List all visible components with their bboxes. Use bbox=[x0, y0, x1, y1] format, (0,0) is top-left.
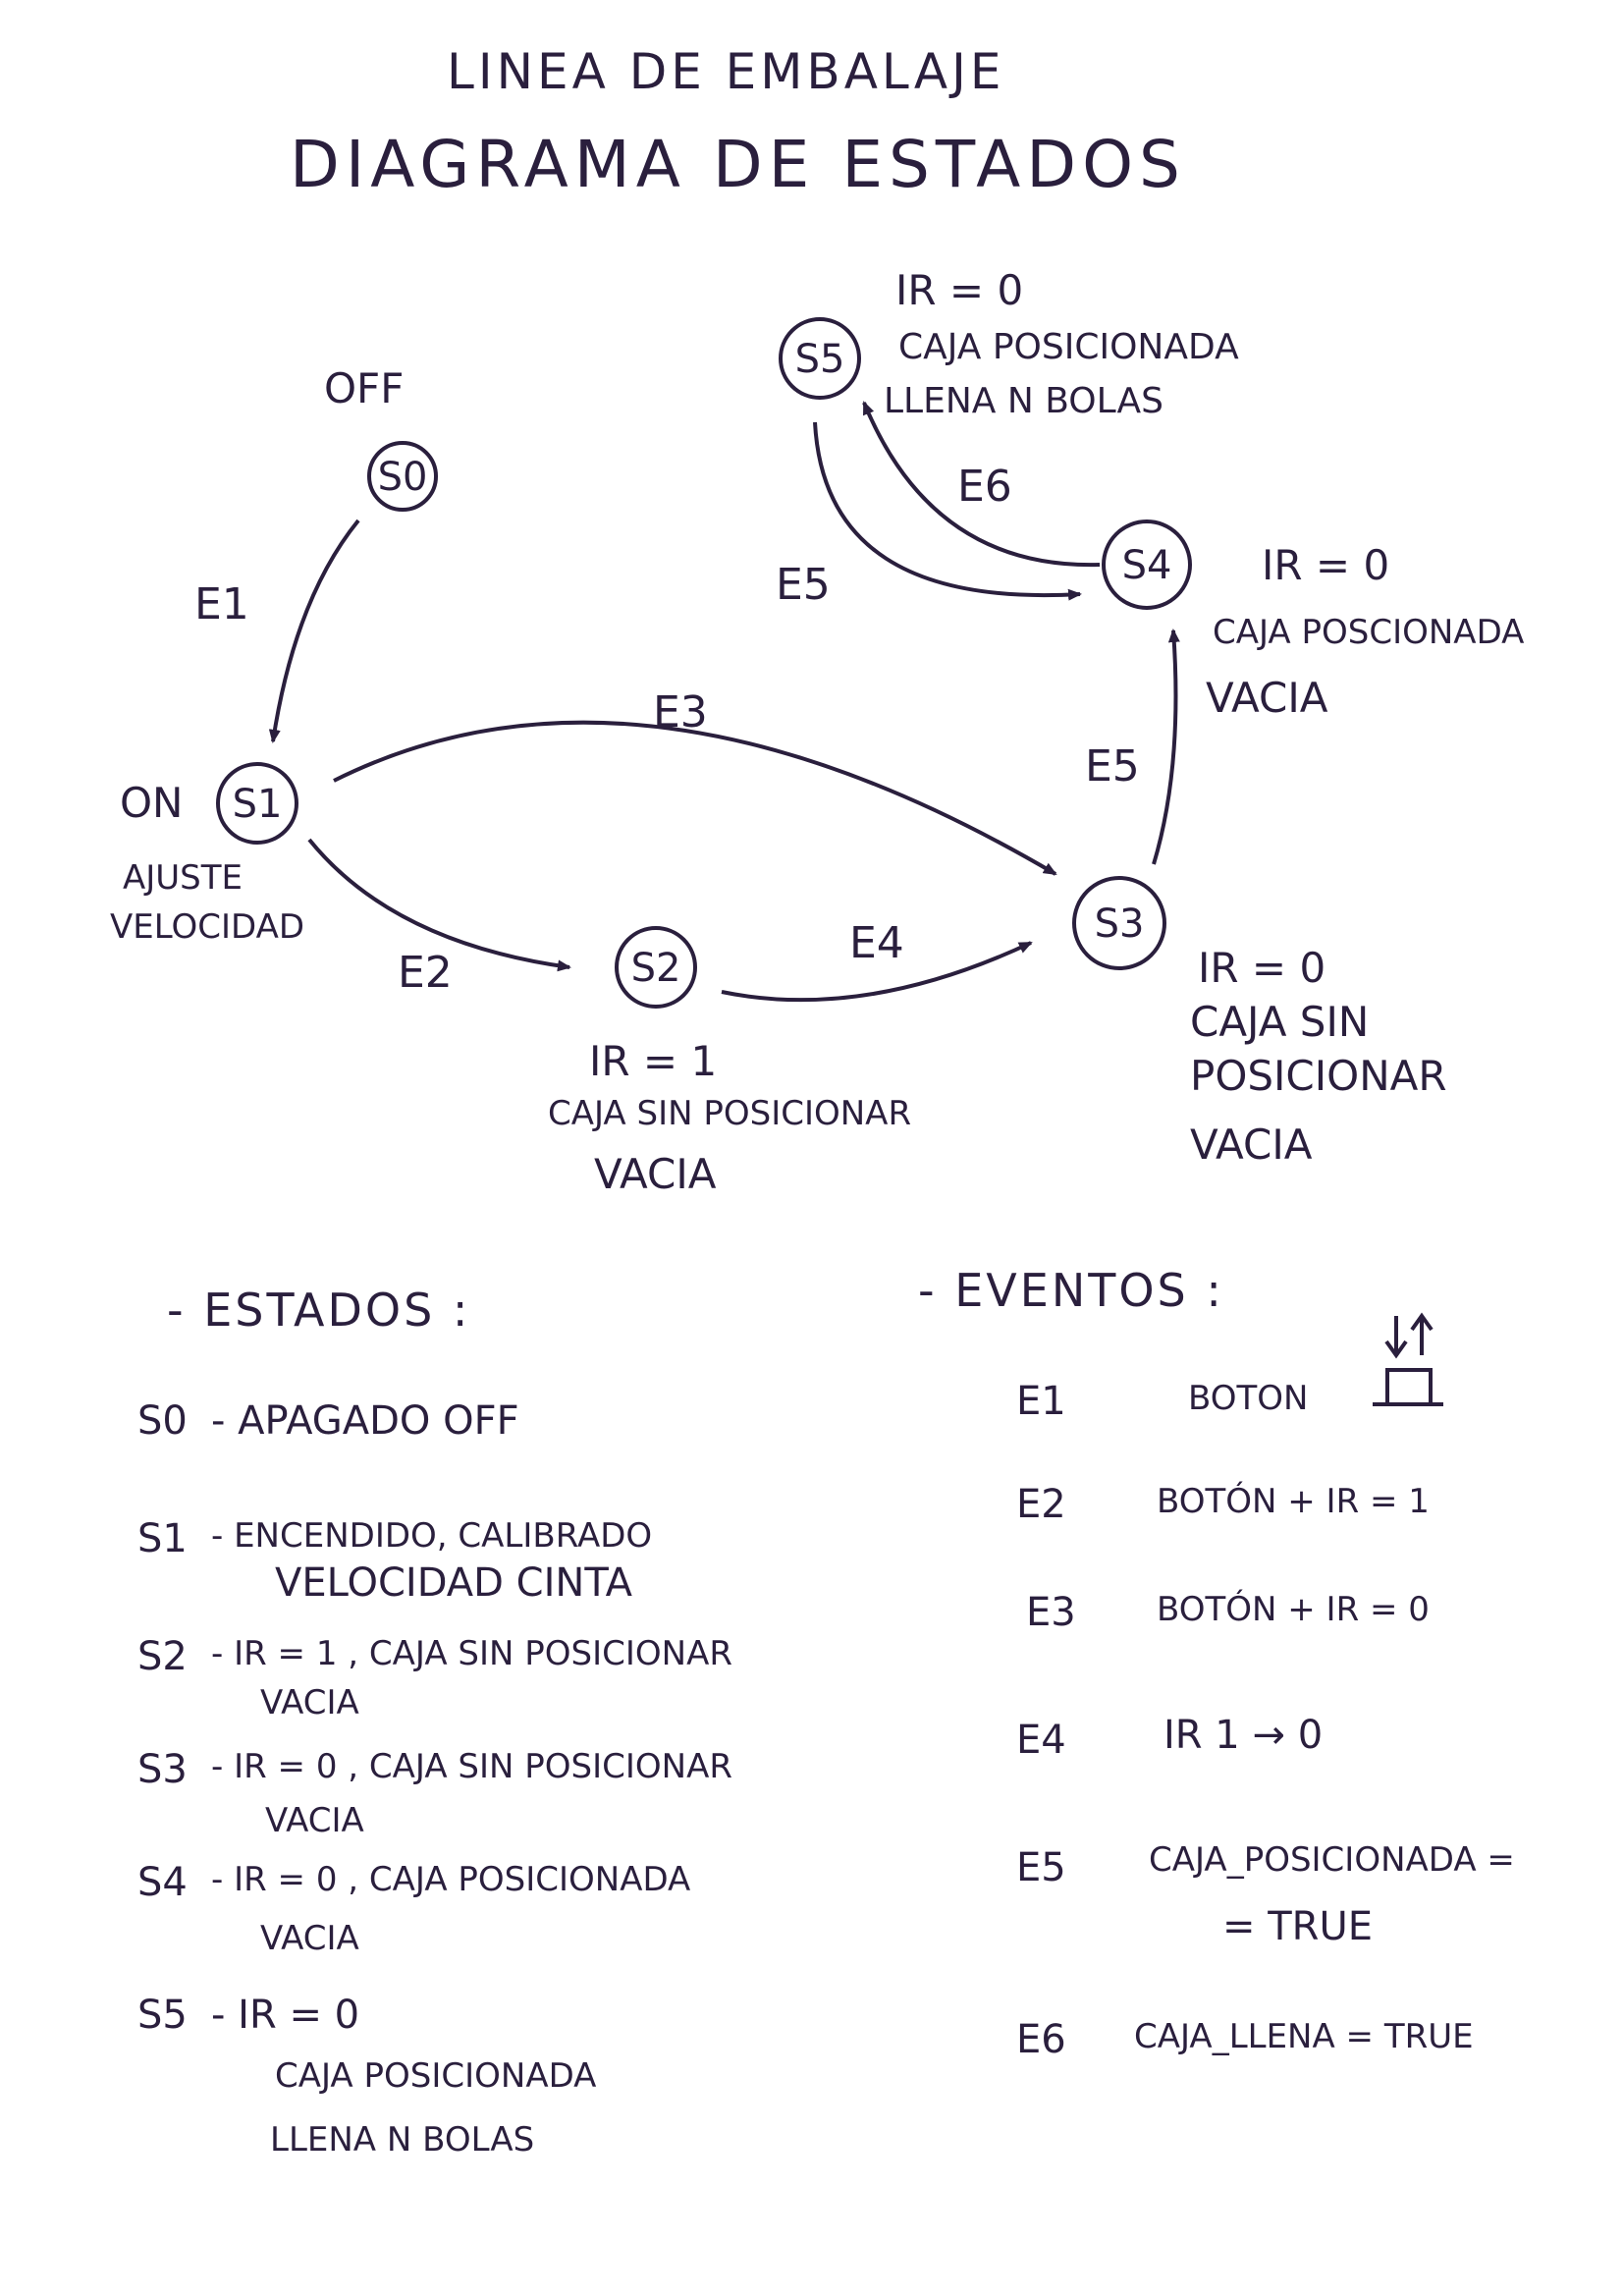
state-s3-note-1: IR = 0 bbox=[1198, 944, 1325, 992]
state-s1-note-2: VELOCIDAD bbox=[110, 907, 304, 947]
state-s3-note-2: CAJA SIN bbox=[1190, 998, 1369, 1046]
legend-event-line: IR 1 → 0 bbox=[1163, 1713, 1323, 1758]
edge-label-e5-top: E5 bbox=[776, 560, 831, 610]
transition-s0-s1 bbox=[268, 519, 360, 743]
legend-state-line: - IR = 0 , CAJA SIN POSICIONAR bbox=[211, 1747, 732, 1786]
state-s2-note-2: CAJA SIN POSICIONAR bbox=[548, 1094, 911, 1133]
legend-state-line: - IR = 0 , CAJA POSICIONADA bbox=[211, 1860, 690, 1899]
state-s1-label: S1 bbox=[233, 782, 283, 827]
transition-s3-s4 bbox=[1152, 629, 1180, 865]
state-s2-label: S2 bbox=[631, 946, 681, 991]
legend-event-code: E2 bbox=[1016, 1482, 1066, 1527]
legend-state-line: - IR = 0 bbox=[211, 1993, 359, 2038]
title-line-2: DIAGRAMA DE ESTADOS bbox=[290, 127, 1186, 202]
state-s2 bbox=[615, 926, 697, 1009]
legend-event-code: E1 bbox=[1016, 1379, 1066, 1424]
legend-state-line: - ENCENDIDO, CALIBRADO bbox=[211, 1516, 652, 1556]
legend-state-line: VELOCIDAD CINTA bbox=[275, 1560, 633, 1606]
edge-label-e6: E6 bbox=[957, 462, 1012, 512]
transition-s4-s5 bbox=[862, 401, 1101, 568]
legend-state-code: S5 bbox=[137, 1993, 188, 2038]
state-s1-side-note: ON bbox=[120, 779, 183, 827]
state-s3-note-4: VACIA bbox=[1190, 1121, 1313, 1169]
state-s4-note-1: IR = 0 bbox=[1262, 541, 1389, 589]
legend-state-code: S3 bbox=[137, 1747, 188, 1792]
state-s2-note-1: IR = 1 bbox=[589, 1037, 717, 1085]
legend-state-line: VACIA bbox=[260, 1919, 359, 1958]
state-s4-label: S4 bbox=[1122, 543, 1172, 588]
legend-event-code: E6 bbox=[1016, 2017, 1066, 2062]
legend-event-line: BOTÓN + IR = 1 bbox=[1157, 1481, 1430, 1521]
legend-state-code: S1 bbox=[137, 1516, 188, 1561]
legend-state-line: VACIA bbox=[260, 1683, 359, 1722]
legend-state-line: CAJA POSICIONADA bbox=[275, 2056, 596, 2096]
edge-label-e5-right: E5 bbox=[1085, 741, 1140, 792]
transition-s5-s4 bbox=[813, 421, 1082, 601]
legend-event-line: CAJA_POSICIONADA = bbox=[1149, 1840, 1515, 1880]
title-line-1: LINEA DE EMBALAJE bbox=[447, 43, 1004, 100]
legend-event-code: E4 bbox=[1016, 1718, 1066, 1763]
legend-state-line: LLENA N BOLAS bbox=[270, 2120, 534, 2159]
legend-event-line: BOTÓN + IR = 0 bbox=[1157, 1589, 1430, 1629]
state-s5-note-2: CAJA POSICIONADA bbox=[898, 327, 1239, 367]
state-s5 bbox=[779, 317, 861, 400]
state-s5-note-3: LLENA N BOLAS bbox=[884, 381, 1163, 421]
legend-state-code: S2 bbox=[137, 1634, 188, 1679]
state-s4-note-3: VACIA bbox=[1206, 674, 1328, 722]
state-s0-note: OFF bbox=[324, 364, 404, 412]
state-s1-note-1: AJUSTE bbox=[123, 858, 243, 898]
edge-label-e3: E3 bbox=[653, 687, 708, 738]
edge-label-e1: E1 bbox=[194, 579, 249, 629]
states-heading: - ESTADOS : bbox=[167, 1284, 470, 1337]
legend-state-line: - IR = 1 , CAJA SIN POSICIONAR bbox=[211, 1634, 732, 1673]
legend-event-line: CAJA_LLENA = TRUE bbox=[1134, 2017, 1474, 2056]
transition-s2-s3 bbox=[721, 941, 1033, 1003]
state-s4-note-2: CAJA POSCIONADA bbox=[1213, 613, 1524, 652]
push-button-icon bbox=[1373, 1312, 1443, 1406]
events-heading: - EVENTOS : bbox=[918, 1264, 1224, 1317]
state-s5-note-1: IR = 0 bbox=[895, 266, 1023, 314]
transition-s1-s3 bbox=[333, 720, 1057, 876]
legend-event-line: = TRUE bbox=[1222, 1904, 1373, 1949]
state-s5-label: S5 bbox=[795, 337, 845, 382]
transition-s1-s2 bbox=[307, 838, 571, 972]
legend-event-code: E3 bbox=[1026, 1590, 1076, 1635]
legend-event-code: E5 bbox=[1016, 1845, 1066, 1890]
state-s3 bbox=[1072, 876, 1166, 970]
legend-state-code: S4 bbox=[137, 1860, 188, 1905]
state-s3-note-3: POSICIONAR bbox=[1190, 1052, 1447, 1100]
state-s4 bbox=[1102, 519, 1192, 610]
legend-state-code: S0 bbox=[137, 1398, 188, 1444]
state-s1 bbox=[216, 762, 298, 845]
legend-state-line: VACIA bbox=[265, 1801, 364, 1840]
state-s0-label: S0 bbox=[378, 455, 428, 500]
state-s0 bbox=[367, 441, 438, 512]
state-s3-label: S3 bbox=[1095, 902, 1145, 947]
state-s2-note-3: VACIA bbox=[594, 1150, 717, 1198]
legend-event-line: BOTON bbox=[1188, 1379, 1308, 1418]
edge-label-e2: E2 bbox=[398, 948, 453, 998]
edge-label-e4: E4 bbox=[849, 918, 904, 968]
legend-state-line: - APAGADO OFF bbox=[211, 1398, 519, 1444]
